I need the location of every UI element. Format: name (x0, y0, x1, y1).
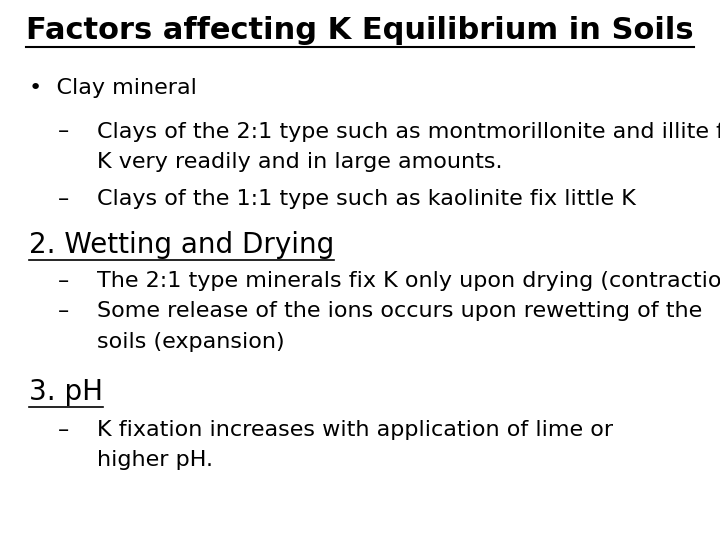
Text: –: – (58, 271, 69, 291)
Text: –: – (58, 420, 69, 440)
Text: 2. Wetting and Drying: 2. Wetting and Drying (29, 231, 334, 259)
Text: higher pH.: higher pH. (97, 450, 213, 470)
Text: Factors affecting K Equilibrium in Soils: Factors affecting K Equilibrium in Soils (26, 16, 694, 45)
Text: Clays of the 1:1 type such as kaolinite fix little K: Clays of the 1:1 type such as kaolinite … (97, 189, 636, 209)
Text: K very readily and in large amounts.: K very readily and in large amounts. (97, 152, 503, 172)
Text: Some release of the ions occurs upon rewetting of the: Some release of the ions occurs upon rew… (97, 301, 703, 321)
Text: –: – (58, 301, 69, 321)
Text: 3. pH: 3. pH (29, 378, 103, 406)
Text: –: – (58, 189, 69, 209)
Text: The 2:1 type minerals fix K only upon drying (contraction).: The 2:1 type minerals fix K only upon dr… (97, 271, 720, 291)
Text: Clays of the 2:1 type such as montmorillonite and illite fix: Clays of the 2:1 type such as montmorill… (97, 122, 720, 141)
Text: •  Clay mineral: • Clay mineral (29, 78, 197, 98)
Text: K fixation increases with application of lime or: K fixation increases with application of… (97, 420, 613, 440)
Text: –: – (58, 122, 69, 141)
Text: soils (expansion): soils (expansion) (97, 332, 285, 352)
